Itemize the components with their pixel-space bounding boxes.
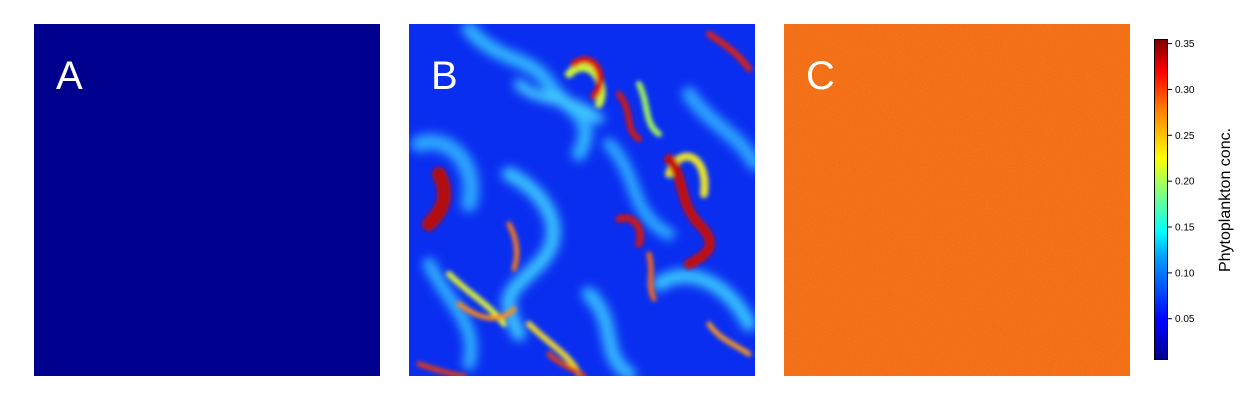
panel-label-b: B [431, 54, 458, 98]
heatmap-panel-c: C [784, 24, 1130, 376]
colorbar [1154, 39, 1168, 360]
heatmap-panel-b: B [409, 24, 755, 376]
colorbar-label: Phytoplankton conc. [1217, 127, 1234, 273]
colorbar-tick-label: 0.20 [1175, 177, 1195, 188]
colorbar-tick-label: 0.15 [1175, 223, 1195, 234]
panel-label-a: A [56, 54, 83, 98]
heatmap-a-image [34, 24, 380, 376]
heatmap-panel-a: A [34, 24, 380, 376]
colorbar-tick-label: 0.10 [1175, 268, 1195, 279]
heatmap-b-image [409, 24, 755, 376]
colorbar-tick-label: 0.25 [1175, 131, 1195, 142]
panel-label-c: C [806, 54, 835, 98]
colorbar-tick-label: 0.05 [1175, 314, 1195, 325]
heatmap-c-image [784, 24, 1130, 376]
colorbar-tick-label: 0.35 [1175, 39, 1195, 50]
colorbar-tick-label: 0.30 [1175, 85, 1195, 96]
